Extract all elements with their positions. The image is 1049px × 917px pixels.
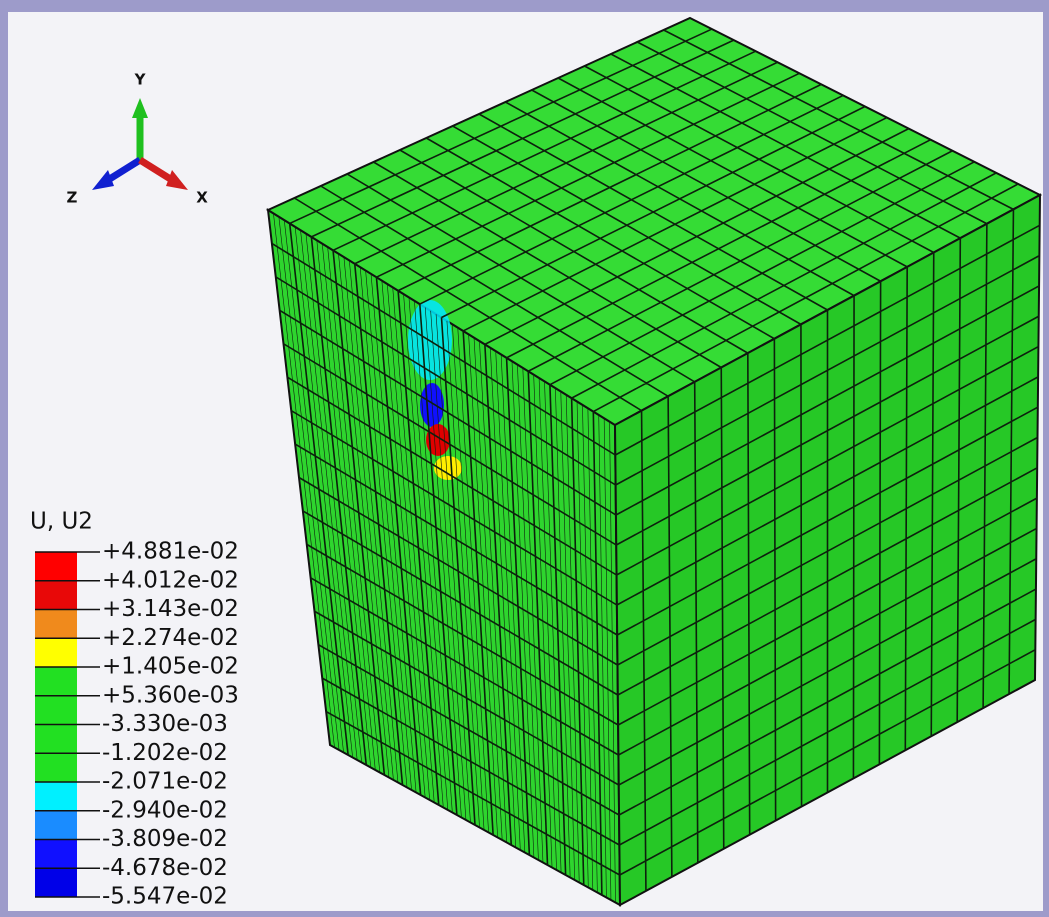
legend-label: -2.071e-02 xyxy=(102,769,228,795)
legend-label: +4.012e-02 xyxy=(102,567,239,593)
legend-band xyxy=(35,868,77,897)
viewport: Y Z X U, U2 +4.881e-02+4.012e-02 +3.143e-… xyxy=(0,0,1049,917)
legend-label: -2.940e-02 xyxy=(102,797,228,823)
legend-band xyxy=(35,753,77,782)
axis-label: Z xyxy=(67,189,78,207)
legend-band xyxy=(35,581,77,610)
legend-band xyxy=(35,667,77,696)
page: {"triad": {"y": "Y", "z": "Z", "x": "X"}… xyxy=(0,0,1049,917)
legend-label: -3.809e-02 xyxy=(102,826,228,852)
legend-band xyxy=(35,552,77,581)
legend-label: +5.360e-03 xyxy=(102,682,239,708)
axis-label: X xyxy=(196,189,208,207)
legend-label: +1.405e-02 xyxy=(102,654,239,680)
legend-band xyxy=(35,782,77,811)
legend-label: -1.202e-02 xyxy=(102,740,228,766)
legend-label: +4.881e-02 xyxy=(102,539,239,565)
axis-label: Y xyxy=(134,71,147,89)
legend-band xyxy=(35,725,77,754)
legend-band xyxy=(35,610,77,639)
legend-label: +2.274e-02 xyxy=(102,625,239,651)
legend-label: -3.330e-03 xyxy=(102,711,228,737)
legend-label: +3.143e-02 xyxy=(102,596,239,622)
legend-band xyxy=(35,811,77,840)
legend-band xyxy=(35,696,77,725)
legend-label: -4.678e-02 xyxy=(102,855,228,881)
legend-band xyxy=(35,638,77,667)
legend-title: U, U2 xyxy=(30,509,93,535)
legend-band xyxy=(35,840,77,869)
legend-label: -5.547e-02 xyxy=(102,884,228,910)
